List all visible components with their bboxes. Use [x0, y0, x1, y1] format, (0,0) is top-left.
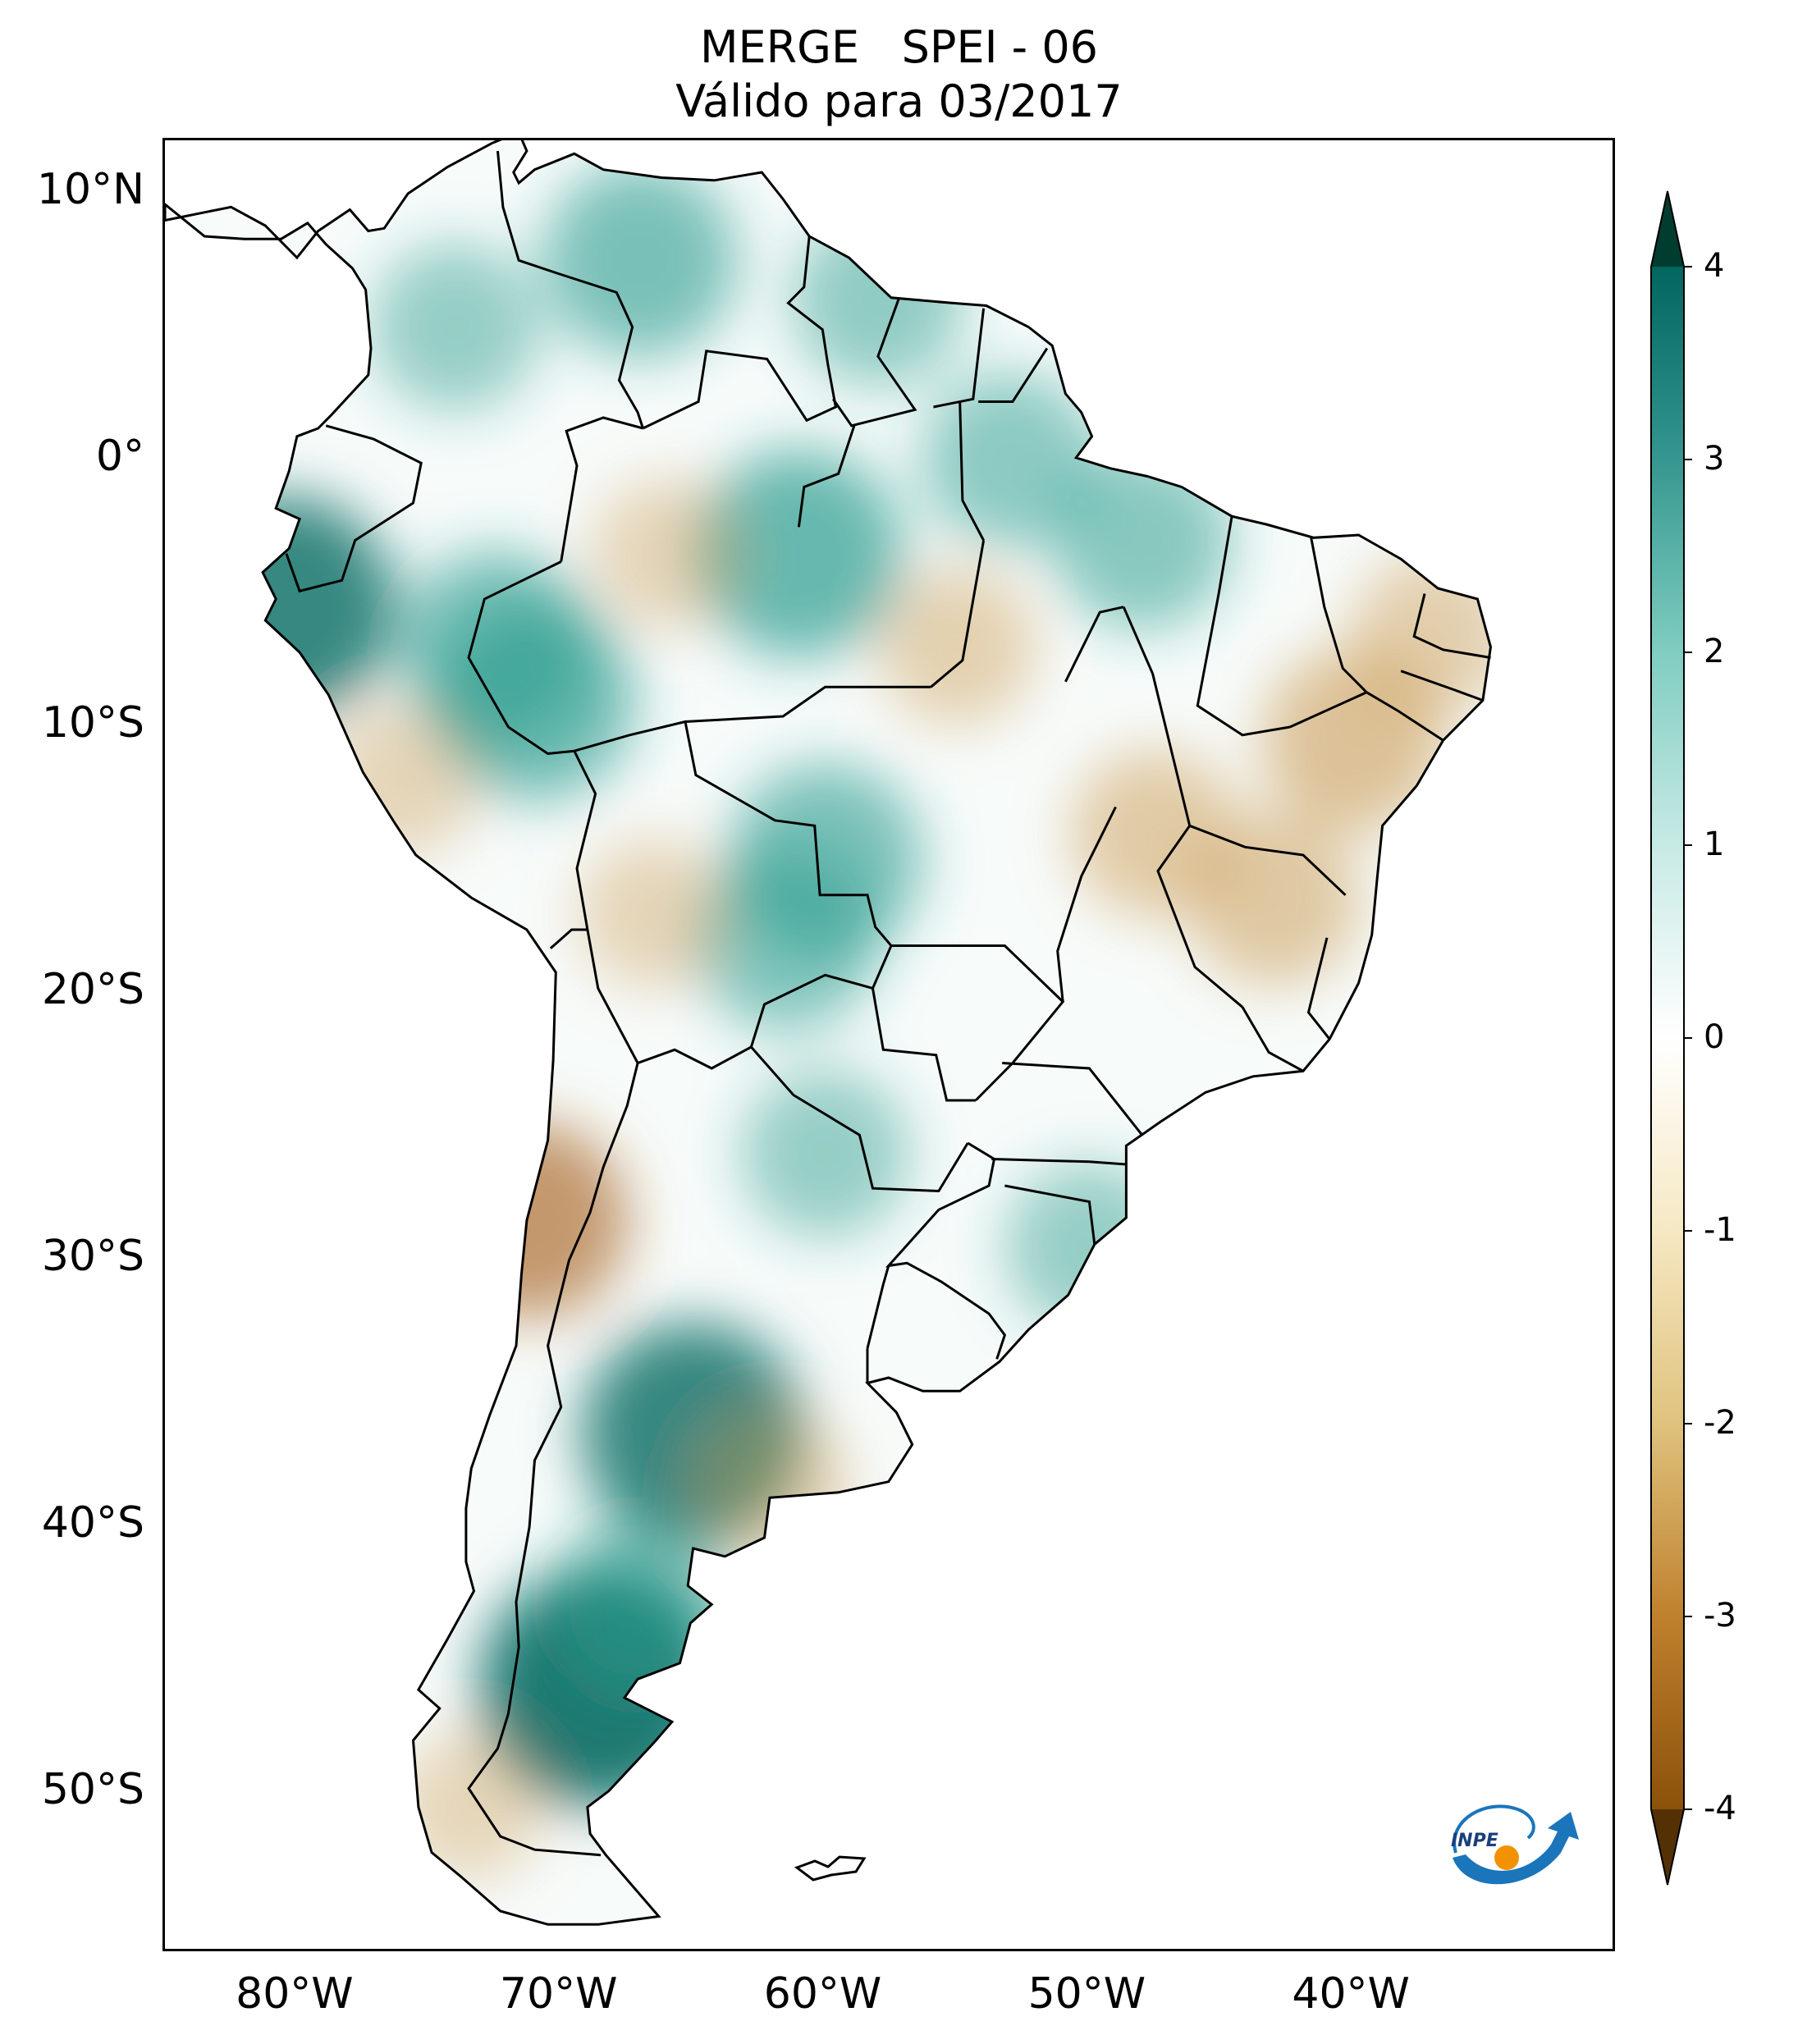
lat-tick-label: 20°S [41, 965, 144, 1014]
country-border [866, 1265, 890, 1349]
lon-tick-label: 50°W [1027, 1969, 1146, 2019]
dry-anomaly [578, 838, 730, 990]
colorbar [1650, 190, 1692, 1886]
lat-tick-label: 10°S [41, 698, 144, 748]
falkland-islands [794, 1855, 867, 1882]
country-border [684, 685, 931, 723]
wet-anomaly [1052, 450, 1233, 631]
lat-tick-label: 0° [95, 432, 144, 481]
dry-anomaly [1352, 552, 1491, 715]
country-border [991, 1158, 1127, 1166]
colorbar-tick-label: 0 [1704, 1018, 1725, 1056]
country-border [933, 308, 986, 409]
country-border [891, 944, 1065, 1102]
country-border [1064, 606, 1124, 683]
country-border [797, 425, 856, 528]
lat-tick-label: 50°S [41, 1765, 144, 1814]
country-border [1189, 824, 1347, 896]
country-border [1310, 537, 1368, 693]
country-border [978, 347, 1049, 403]
country-border [872, 988, 976, 1102]
dry-anomaly [878, 568, 1036, 726]
wet-anomaly [1004, 1162, 1174, 1332]
country-border [885, 1141, 1007, 1360]
country-border [549, 750, 597, 949]
map-title: MERGE SPEI - 06 [699, 21, 1099, 73]
country-border [496, 150, 644, 429]
country-border [1122, 606, 1243, 1008]
country-border [1241, 1006, 1304, 1072]
country-border [285, 424, 423, 593]
dry-anomaly [430, 1121, 629, 1319]
lon-tick-label: 60°W [763, 1969, 882, 2019]
colorbar-min-extension [1651, 1809, 1684, 1885]
lon-tick-label: 80°W [236, 1969, 354, 2019]
country-border [831, 297, 917, 428]
map-panel [162, 138, 1615, 1951]
continent-outline [165, 140, 1493, 1926]
colorbar-tick-label: -2 [1704, 1404, 1736, 1442]
country-border [642, 235, 838, 430]
colorbar-tick-label: -3 [1704, 1597, 1736, 1635]
land-area [165, 140, 1491, 1925]
country-border [1002, 1062, 1143, 1136]
dry-anomaly [1070, 749, 1240, 918]
svg-text:INPE: INPE [1451, 1831, 1498, 1851]
country-border [574, 720, 893, 947]
country-border [1289, 691, 1444, 742]
country-border [467, 560, 574, 756]
inpe-logo: INPE [1451, 1804, 1579, 1885]
country-border [930, 540, 986, 688]
colorbar-tick-label: 1 [1704, 825, 1725, 863]
country-border [467, 1063, 639, 1857]
lat-tick-label: 10°N [36, 165, 144, 214]
colorbar-tick-label: 4 [1704, 247, 1725, 285]
wet-anomaly [740, 1069, 910, 1238]
wet-anomaly [371, 242, 540, 412]
colorbar-tick-label: -4 [1704, 1790, 1736, 1827]
colorbar-max-extension [1651, 191, 1684, 267]
colorbar-tick-label: -1 [1704, 1211, 1736, 1249]
country-border [958, 401, 985, 542]
country-border [1306, 937, 1331, 1040]
country-border [560, 416, 643, 562]
dry-anomaly [694, 1410, 850, 1565]
colorbar-gradient [1651, 267, 1684, 1809]
colorbar-tick-label: 3 [1704, 440, 1725, 478]
dry-anomaly [395, 1733, 542, 1882]
country-border [750, 1046, 969, 1193]
country-border [1004, 1184, 1096, 1245]
map-subtitle: Válido para 03/2017 [675, 75, 1123, 127]
wet-anomaly [542, 162, 738, 358]
country-border [1056, 806, 1117, 1002]
wet-anomaly [433, 599, 636, 802]
dry-anomaly [591, 478, 743, 629]
wet-anomaly [172, 495, 396, 719]
lat-tick-label: 30°S [41, 1232, 144, 1281]
wet-anomaly [694, 449, 904, 658]
wet-anomaly [550, 1516, 730, 1698]
country-border [1400, 670, 1484, 702]
colorbar-tick-label: 2 [1704, 633, 1725, 670]
country-border [586, 929, 893, 1070]
country-border [1412, 593, 1491, 659]
lon-tick-label: 70°W [499, 1969, 618, 2019]
lat-tick-label: 40°S [41, 1498, 144, 1548]
country-border [1196, 515, 1291, 737]
lon-tick-label: 40°W [1292, 1969, 1410, 2019]
south-america-map [165, 140, 1493, 1926]
